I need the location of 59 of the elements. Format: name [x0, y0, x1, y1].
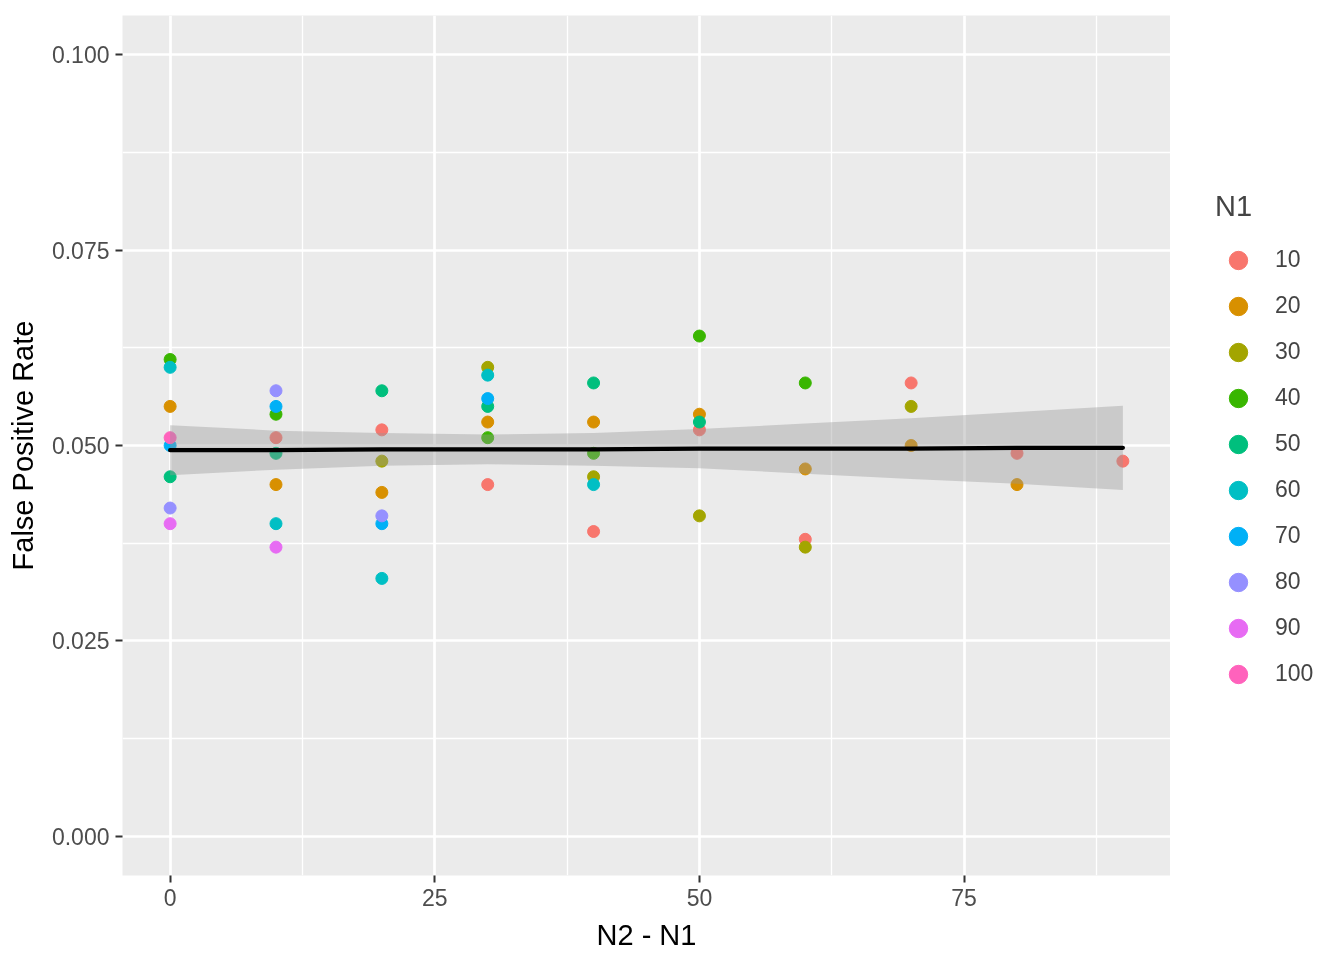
legend-label: 60 [1275, 475, 1301, 504]
legend-label: 90 [1275, 613, 1301, 642]
point [163, 517, 177, 531]
point [481, 431, 495, 445]
legend-label: 20 [1275, 291, 1301, 320]
legend-label: 50 [1275, 429, 1301, 458]
point [1010, 478, 1024, 492]
y-tick-label: 0.075 [51, 237, 110, 264]
point [692, 329, 706, 343]
point [269, 384, 283, 398]
x-tick-label: 50 [686, 884, 713, 911]
legend-label: 40 [1275, 383, 1301, 412]
point [587, 415, 601, 429]
point [375, 423, 389, 437]
point [692, 509, 706, 523]
x-axis-title: N2 - N1 [596, 918, 697, 951]
point [375, 384, 389, 398]
point [481, 392, 495, 406]
legend-label: 10 [1275, 245, 1301, 274]
point [481, 478, 495, 492]
point [904, 376, 918, 390]
point [587, 376, 601, 390]
point [375, 509, 389, 523]
point [269, 478, 283, 492]
y-axis-title: False Positive Rate [6, 320, 39, 571]
point [269, 517, 283, 531]
point [163, 470, 177, 484]
point [1116, 454, 1130, 468]
point [269, 540, 283, 554]
point [163, 399, 177, 413]
point [269, 431, 283, 445]
point [163, 431, 177, 445]
x-tick-label: 0 [163, 884, 177, 911]
legend-label: 80 [1275, 567, 1301, 596]
point [269, 399, 283, 413]
point [692, 415, 706, 429]
point [481, 415, 495, 429]
legend-label: 30 [1275, 337, 1301, 366]
x-tick-label: 25 [421, 884, 448, 911]
point [375, 571, 389, 585]
point [798, 376, 812, 390]
point [904, 399, 918, 413]
y-tick-label: 0.000 [51, 823, 110, 850]
point [798, 462, 812, 476]
legend-title: N1 [1215, 189, 1254, 223]
point [375, 485, 389, 499]
x-tick-label: 75 [951, 884, 977, 911]
point [798, 540, 812, 554]
point [587, 478, 601, 492]
y-tick-label: 0.025 [51, 628, 110, 655]
point [375, 454, 389, 468]
point [163, 360, 177, 374]
point [163, 501, 177, 515]
legend-label: 100 [1275, 659, 1314, 688]
legend-label: 70 [1275, 521, 1301, 550]
point [587, 525, 601, 538]
y-tick-label: 0.100 [51, 42, 110, 69]
y-tick-label: 0.050 [51, 433, 110, 459]
point [481, 368, 495, 382]
